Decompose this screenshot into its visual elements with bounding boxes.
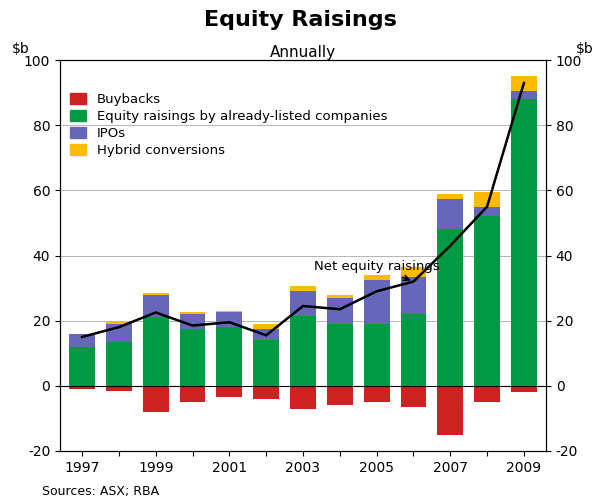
Bar [179,313,205,314]
Bar [511,99,537,386]
Bar [437,229,463,386]
Bar [327,295,353,298]
Bar [290,386,316,409]
Bar [253,386,279,399]
Bar [401,314,427,386]
Bar [290,316,316,386]
Bar [474,386,500,402]
Bar [401,277,427,314]
Bar [253,324,279,329]
Bar [474,216,500,386]
Bar [290,287,316,292]
Bar [69,386,95,389]
Bar [106,322,132,324]
Text: $b: $b [12,42,30,56]
Bar [327,324,353,386]
Bar [364,386,389,402]
Bar [401,386,427,407]
Bar [217,311,242,313]
Bar [106,324,132,342]
Bar [106,342,132,386]
Bar [364,280,389,324]
Bar [511,91,537,99]
Text: Sources: ASX; RBA: Sources: ASX; RBA [42,485,159,498]
Bar [327,386,353,405]
Bar [179,386,205,402]
Bar [437,386,463,435]
Bar [253,329,279,340]
Bar [217,313,242,327]
Text: Net equity raisings: Net equity raisings [314,261,440,281]
Bar [217,327,242,386]
Bar [290,292,316,316]
Bar [364,275,389,280]
Text: $b: $b [576,42,594,56]
Bar [143,318,169,386]
Bar [364,324,389,386]
Bar [253,340,279,386]
Bar [69,347,95,386]
Bar [143,386,169,412]
Bar [474,207,500,216]
Bar [437,194,463,198]
Title: Annually: Annually [270,45,336,60]
Bar [437,198,463,229]
Bar [511,386,537,392]
Legend: Buybacks, Equity raisings by already-listed companies, IPOs, Hybrid conversions: Buybacks, Equity raisings by already-lis… [65,88,392,162]
Bar [179,314,205,329]
Bar [217,386,242,397]
Bar [327,298,353,324]
Bar [69,334,95,347]
Bar [143,293,169,295]
Bar [401,267,427,277]
Bar [143,295,169,318]
Text: Equity Raisings: Equity Raisings [203,10,397,30]
Bar [474,192,500,207]
Bar [106,386,132,391]
Bar [179,329,205,386]
Bar [511,76,537,91]
